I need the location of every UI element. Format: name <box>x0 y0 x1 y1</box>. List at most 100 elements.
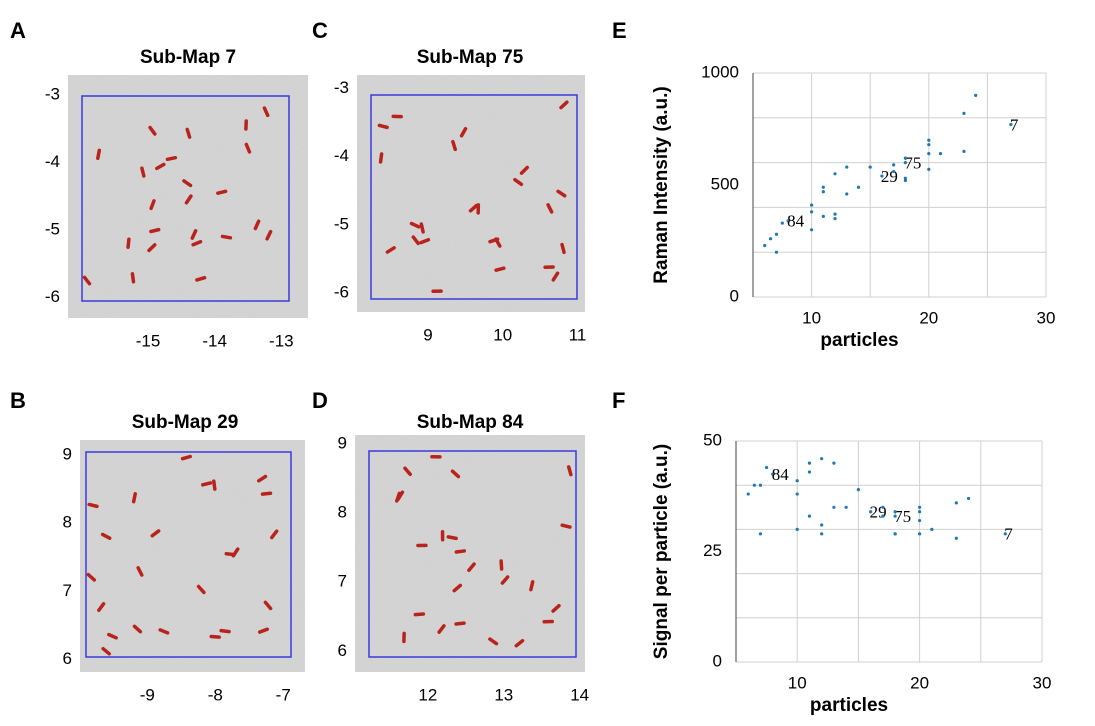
x-tick-label: 20 <box>919 308 938 327</box>
point <box>774 250 779 254</box>
subplot-title: Sub-Map 75 <box>417 47 524 68</box>
y-tick-label: 8 <box>338 503 347 522</box>
point <box>938 152 943 156</box>
scan-region <box>81 95 290 302</box>
y-tick-label: -3 <box>45 85 60 104</box>
particle <box>220 234 233 240</box>
y-tick-label: -4 <box>334 146 349 165</box>
particle <box>212 479 217 491</box>
particle <box>257 627 269 634</box>
point <box>918 510 922 514</box>
point <box>780 221 784 225</box>
x-tick-label: 11 <box>569 325 587 344</box>
point <box>795 527 799 532</box>
point <box>1003 532 1007 536</box>
micrograph-texture <box>355 435 585 672</box>
x-axis-label: particles <box>810 695 888 716</box>
particle <box>437 624 446 634</box>
point <box>833 212 837 216</box>
point <box>903 161 907 165</box>
particle <box>451 139 457 152</box>
y-tick-label: 500 <box>711 174 739 193</box>
x-tick-label: 30 <box>1033 673 1052 692</box>
particle <box>149 227 161 234</box>
point-label: 84 <box>787 212 805 231</box>
particle <box>100 532 112 540</box>
particle <box>270 529 279 540</box>
point <box>810 203 814 207</box>
point <box>893 532 897 536</box>
point <box>903 156 907 160</box>
point <box>893 510 897 514</box>
y-axis-label: Signal per particle (a.u.) <box>651 444 672 659</box>
particle <box>468 203 479 213</box>
point <box>893 514 897 518</box>
particle <box>378 152 384 164</box>
particle <box>209 634 221 639</box>
particle <box>500 575 510 585</box>
point <box>954 501 958 505</box>
particle <box>131 492 137 504</box>
point <box>881 505 885 509</box>
point <box>821 190 825 194</box>
particle <box>514 638 525 648</box>
x-tick-label: 12 <box>418 685 437 704</box>
point <box>795 479 799 483</box>
particle <box>148 125 157 136</box>
point <box>807 514 812 518</box>
y-tick-label: -6 <box>334 282 349 301</box>
particle <box>566 465 573 477</box>
panel-label: E <box>612 18 627 43</box>
y-tick-label: 9 <box>63 444 72 463</box>
particle <box>519 165 529 175</box>
point <box>763 243 767 248</box>
point <box>821 214 825 218</box>
micrograph-texture <box>68 75 308 318</box>
particle <box>411 235 420 246</box>
point <box>810 210 814 214</box>
x-tick-label: 30 <box>1037 308 1056 327</box>
point <box>752 483 756 487</box>
particle <box>529 580 535 592</box>
point-label: 75 <box>894 507 911 526</box>
y-tick-label: 0 <box>713 651 722 670</box>
point <box>746 492 750 496</box>
particle <box>513 177 524 187</box>
particle <box>260 491 273 496</box>
particle <box>184 194 193 205</box>
particle <box>158 628 170 635</box>
point <box>807 461 812 465</box>
y-tick-label: -5 <box>334 214 349 233</box>
particle <box>196 584 206 595</box>
particle <box>395 491 402 503</box>
particle <box>219 628 231 634</box>
particle <box>244 142 252 154</box>
particle <box>546 203 554 214</box>
micrograph-texture <box>80 440 305 672</box>
point <box>758 532 763 536</box>
particle <box>165 155 178 162</box>
scan-region <box>368 450 577 658</box>
x-tick-label: -8 <box>208 685 223 704</box>
x-tick-label: 9 <box>423 325 432 344</box>
x-tick-label: -13 <box>269 331 294 350</box>
panel-label: C <box>312 18 328 43</box>
point <box>771 472 775 476</box>
x-tick-label: 10 <box>788 673 807 692</box>
particle <box>132 624 143 634</box>
point <box>903 176 907 180</box>
point <box>807 470 812 474</box>
particle <box>107 632 118 640</box>
y-tick-label: 25 <box>703 541 722 560</box>
point-label: 84 <box>772 465 790 484</box>
particle <box>147 243 157 253</box>
particle <box>155 162 166 171</box>
particle <box>101 646 112 656</box>
particle <box>262 106 270 118</box>
point <box>765 465 769 470</box>
particle <box>185 127 192 139</box>
particle <box>96 148 102 161</box>
point <box>820 523 824 527</box>
particle <box>130 272 136 284</box>
